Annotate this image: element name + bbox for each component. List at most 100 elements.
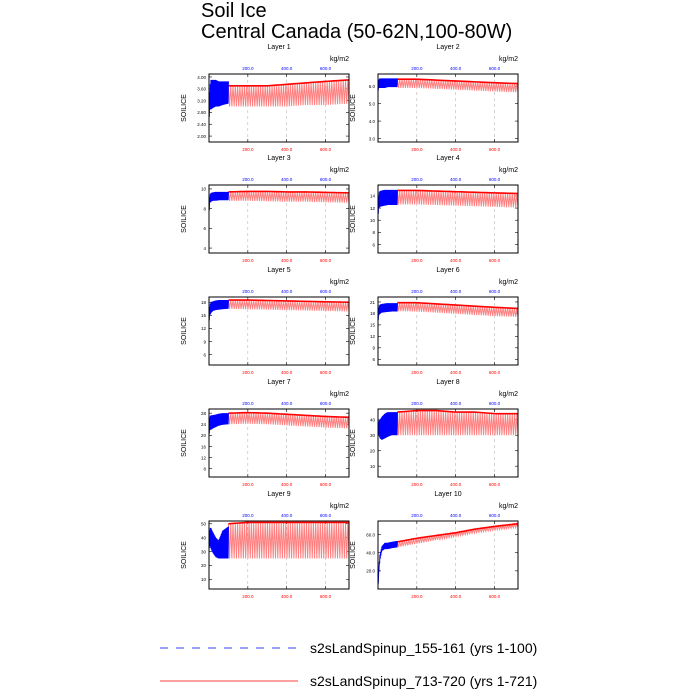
series-run2-envelope bbox=[397, 522, 519, 543]
bottom-tick-label: 400.0 bbox=[281, 147, 293, 152]
series-run2-line bbox=[227, 412, 350, 429]
series-run1-line bbox=[377, 78, 398, 91]
bottom-tick-label: 400.0 bbox=[450, 482, 462, 487]
bottom-tick-label: 200.0 bbox=[242, 594, 254, 599]
bottom-tick-label: 400.0 bbox=[450, 258, 462, 263]
top-tick-label: 400.0 bbox=[450, 513, 462, 518]
series-run2-envelope bbox=[228, 79, 350, 87]
y-tick-label: 8 bbox=[203, 466, 206, 471]
series-run2-envelope bbox=[228, 190, 350, 194]
series-run1-line bbox=[208, 526, 229, 559]
figure-subtitle: Central Canada (50-62N,100-80W) bbox=[201, 21, 513, 43]
series-run2-line bbox=[227, 191, 350, 203]
top-tick-label: 200.0 bbox=[242, 401, 254, 406]
bottom-tick-label: 600.0 bbox=[489, 370, 501, 375]
top-tick-label: 200.0 bbox=[411, 66, 423, 71]
plot-frame bbox=[208, 408, 350, 478]
top-axis-units: kg/m2 bbox=[330, 279, 349, 286]
y-tick-label: 20 bbox=[201, 433, 207, 438]
y-tick-label: 9 bbox=[203, 339, 206, 344]
bottom-tick-label: 400.0 bbox=[281, 370, 293, 375]
y-tick-label: 6.0 bbox=[369, 84, 376, 89]
y-axis-label: SOILICE bbox=[350, 541, 357, 569]
bottom-tick-label: 200.0 bbox=[242, 482, 254, 487]
y-tick-label: 6 bbox=[203, 226, 206, 231]
series-run2-envelope bbox=[397, 409, 518, 415]
panel-layer-6: Layer 6 kg/m2 SOILICE 200.0 200.0 400.0 400.0 6… bbox=[350, 267, 519, 375]
top-tick-label: 400.0 bbox=[281, 177, 293, 182]
top-tick-label: 400.0 bbox=[450, 289, 462, 294]
y-tick-label: 10 bbox=[201, 577, 207, 582]
legend-label-run1: s2sLandSpinup_155-161 (yrs 1-100) bbox=[310, 640, 538, 656]
plot-frame bbox=[377, 184, 519, 254]
y-tick-label: 21 bbox=[370, 300, 376, 305]
figure-title: Soil Ice bbox=[201, 0, 267, 22]
panel-layer-9: Layer 9 kg/m2 SOILICE 200.0 200.0 400.0 400.0 6… bbox=[181, 491, 350, 599]
y-axis-label: SOILICE bbox=[181, 541, 188, 569]
bottom-tick-label: 200.0 bbox=[242, 147, 254, 152]
y-tick-label: 8 bbox=[372, 230, 375, 235]
bottom-tick-label: 200.0 bbox=[411, 258, 423, 263]
top-tick-label: 600.0 bbox=[320, 513, 332, 518]
bottom-tick-label: 200.0 bbox=[411, 147, 423, 152]
panel-title: Layer 9 bbox=[267, 491, 290, 498]
y-tick-label: 5.0 bbox=[369, 101, 376, 106]
top-tick-label: 400.0 bbox=[450, 66, 462, 71]
bottom-tick-label: 200.0 bbox=[411, 370, 423, 375]
panel-layer-10: Layer 10 kg/m2 SOILICE 200.0 200.0 400.0 400.0… bbox=[350, 491, 519, 599]
series-run2-envelope bbox=[228, 521, 349, 525]
top-tick-label: 600.0 bbox=[489, 66, 501, 71]
series-run2-line bbox=[227, 299, 350, 312]
series-run1-line bbox=[377, 412, 398, 440]
y-axis-label: SOILICE bbox=[181, 429, 188, 457]
top-tick-label: 200.0 bbox=[242, 177, 254, 182]
y-axis-label: SOILICE bbox=[350, 205, 357, 233]
y-tick-label: 50 bbox=[201, 522, 207, 527]
y-tick-label: 40.0 bbox=[366, 551, 375, 556]
y-tick-label: 20 bbox=[201, 563, 207, 568]
top-tick-label: 600.0 bbox=[320, 66, 332, 71]
top-axis-units: kg/m2 bbox=[330, 56, 349, 63]
y-tick-label: 12 bbox=[201, 455, 207, 460]
y-tick-label: 8 bbox=[203, 206, 206, 211]
top-tick-label: 600.0 bbox=[489, 513, 501, 518]
legend-label-run2: s2sLandSpinup_713-720 (yrs 1-721) bbox=[310, 673, 538, 689]
top-tick-label: 400.0 bbox=[450, 401, 462, 406]
y-tick-label: 10 bbox=[370, 218, 376, 223]
y-axis-label: SOILICE bbox=[181, 317, 188, 345]
y-axis-label: SOILICE bbox=[350, 429, 357, 457]
plot-frame bbox=[208, 73, 350, 143]
series-run1-line bbox=[377, 189, 398, 214]
top-tick-label: 400.0 bbox=[450, 177, 462, 182]
y-tick-label: 18 bbox=[201, 300, 207, 305]
series-run2-envelope bbox=[397, 189, 519, 195]
bottom-tick-label: 600.0 bbox=[489, 482, 501, 487]
plot-frame bbox=[208, 296, 350, 366]
top-tick-label: 400.0 bbox=[281, 66, 293, 71]
panel-title: Layer 2 bbox=[436, 44, 459, 51]
panel-title: Layer 10 bbox=[434, 491, 461, 498]
y-tick-label: 18 bbox=[370, 311, 376, 316]
bottom-tick-label: 600.0 bbox=[320, 147, 332, 152]
y-tick-label: 4 bbox=[203, 246, 206, 251]
y-tick-label: 9 bbox=[372, 346, 375, 351]
series-run2-envelope bbox=[397, 301, 519, 310]
series-run1-line bbox=[377, 303, 398, 320]
series-run1-line bbox=[377, 540, 398, 585]
series-run2-envelope bbox=[228, 411, 350, 419]
panel-title: Layer 6 bbox=[436, 267, 459, 274]
top-tick-label: 200.0 bbox=[411, 513, 423, 518]
y-axis-label: SOILICE bbox=[181, 205, 188, 233]
panel-title: Layer 3 bbox=[267, 155, 290, 162]
bottom-tick-label: 400.0 bbox=[450, 594, 462, 599]
top-tick-label: 400.0 bbox=[281, 289, 293, 294]
bottom-tick-label: 400.0 bbox=[281, 258, 293, 263]
y-tick-label: 40 bbox=[201, 535, 207, 540]
bottom-tick-label: 400.0 bbox=[281, 594, 293, 599]
y-tick-label: 12 bbox=[201, 326, 207, 331]
top-tick-label: 200.0 bbox=[411, 401, 423, 406]
y-tick-label: 30 bbox=[201, 549, 207, 554]
bottom-tick-label: 200.0 bbox=[411, 594, 423, 599]
series-run2-line bbox=[396, 302, 519, 317]
